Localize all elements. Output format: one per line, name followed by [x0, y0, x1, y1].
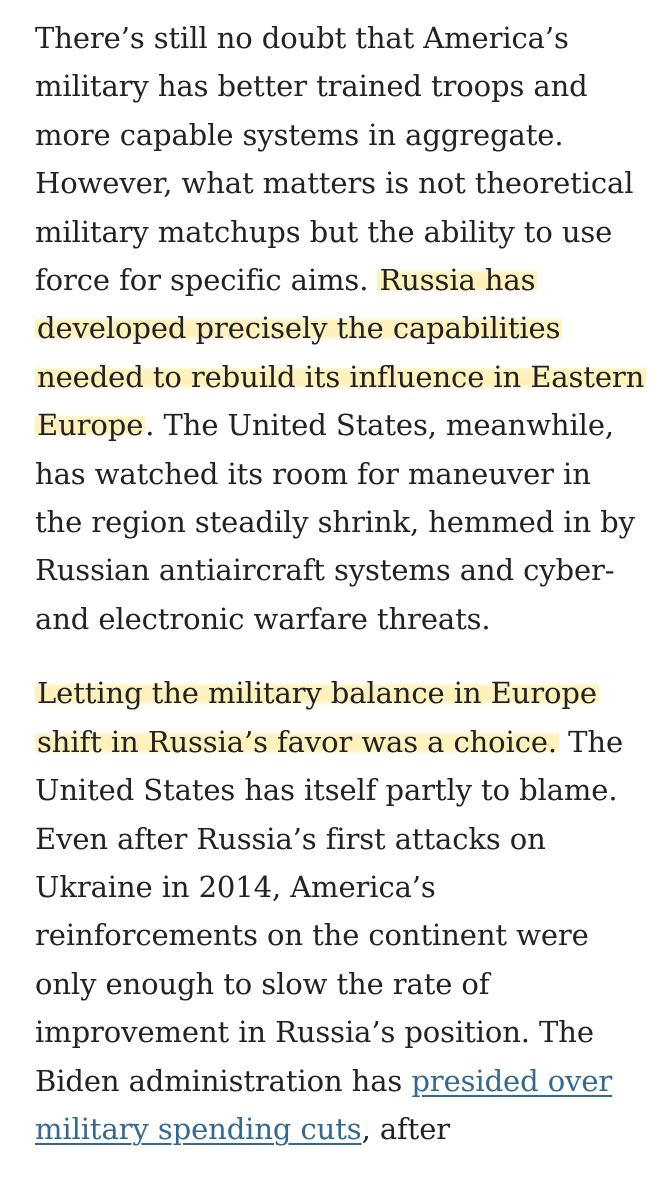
paragraph-1-rest: . The United States, meanwhile, has watc… [35, 408, 635, 636]
paragraph-1-intro: There’s still no doubt that America’s mi… [35, 21, 634, 298]
paragraph-1: There’s still no doubt that America’s mi… [35, 14, 647, 643]
paragraph-2-tail: , after [361, 1111, 451, 1146]
spending-cuts-link[interactable]: presided over military spending cuts [35, 1063, 613, 1146]
paragraph-2: Letting the military balance in Europe s… [35, 669, 645, 1153]
paragraph-2-body: The United States has itself partly to b… [35, 724, 624, 1098]
article-body: There’s still no doubt that America’s mi… [35, 14, 647, 1153]
highlighted-sentence-2: Letting the military balance in Europe s… [35, 676, 599, 759]
